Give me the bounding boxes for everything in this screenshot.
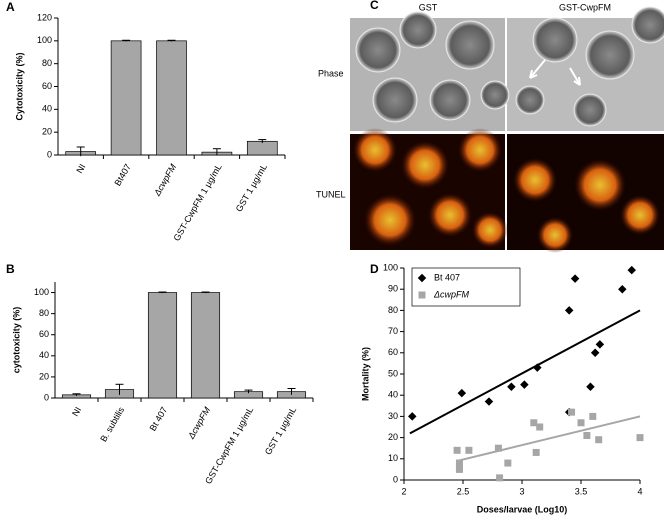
- y-tick-label: 20: [42, 127, 52, 137]
- bar: [147, 292, 178, 399]
- y-tick-label: 30: [388, 411, 398, 421]
- micrographs: [350, 6, 664, 253]
- panel-label: C: [370, 0, 379, 12]
- point: [590, 348, 600, 358]
- panel-label: D: [370, 262, 379, 276]
- y-tick-label: 70: [388, 326, 398, 336]
- legend-label: Bt 407: [434, 272, 460, 282]
- column-title: GST-CwpFM: [559, 2, 611, 12]
- column-title: GST: [419, 2, 438, 12]
- point: [457, 388, 467, 398]
- y-tick-label: 100: [383, 262, 398, 272]
- y-tick-label: 80: [39, 308, 49, 318]
- point: [455, 465, 463, 473]
- point: [564, 306, 574, 315]
- y-tick-label: 120: [37, 12, 52, 22]
- x-tick-label: GST-CwpFM 1 µg/mL: [171, 162, 223, 243]
- bar: [156, 40, 187, 156]
- y-tick-label: 50: [388, 368, 398, 378]
- y-tick-label: 10: [388, 453, 398, 463]
- x-tick-label: GST 1 µg/mL: [263, 405, 298, 456]
- point: [494, 444, 502, 452]
- y-tick-label: 100: [37, 35, 52, 45]
- point: [465, 446, 473, 454]
- y-tick-label: 40: [388, 390, 398, 400]
- y-tick-label: 60: [42, 81, 52, 91]
- point: [530, 419, 538, 427]
- x-tick-label: ΔcwpFM: [186, 405, 213, 442]
- point: [496, 474, 504, 482]
- y-tick-label: 40: [42, 104, 52, 114]
- point: [595, 436, 603, 444]
- panel-label: B: [6, 262, 15, 276]
- y-tick-label: 0: [393, 474, 398, 484]
- legend-box: [411, 267, 521, 307]
- x-tick-label: NI: [70, 405, 83, 418]
- point: [455, 459, 463, 467]
- x-tick-label: 2: [401, 486, 406, 496]
- legend-label: ΔcwpFM: [433, 289, 470, 299]
- point: [570, 274, 580, 283]
- trend-line: [456, 415, 641, 462]
- y-tick-label: 80: [388, 305, 398, 315]
- y-tick-label: 0: [44, 392, 49, 402]
- point: [520, 380, 529, 389]
- y-axis-label: Mortality (%): [360, 347, 370, 401]
- point: [453, 446, 461, 454]
- row-title: Phase: [318, 68, 344, 78]
- x-tick-label: B. subtilis: [98, 405, 126, 444]
- y-tick-label: 0: [47, 149, 52, 159]
- point: [583, 431, 591, 439]
- point: [533, 363, 542, 372]
- y-tick-label: 60: [39, 329, 49, 339]
- point: [536, 423, 544, 431]
- x-tick-label: 4: [637, 486, 642, 496]
- x-tick-label: Bt 407: [148, 405, 170, 433]
- y-tick-label: 100: [34, 287, 49, 297]
- y-axis-label: Cytotoxicity (%): [14, 52, 24, 120]
- point: [568, 408, 576, 416]
- row-title: TUNEL: [316, 189, 346, 199]
- panel-label: A: [6, 0, 15, 14]
- trend-line: [409, 309, 641, 435]
- point: [589, 412, 597, 420]
- y-axis-label: cytotoxicity (%): [11, 307, 21, 374]
- point: [595, 340, 605, 349]
- y-tick-label: 20: [388, 432, 398, 442]
- y-tick-label: 20: [39, 371, 49, 381]
- point: [507, 382, 516, 391]
- x-tick-label: GST-CwpFM 1 µg/mL: [203, 405, 255, 486]
- bar: [110, 40, 142, 156]
- point: [504, 459, 512, 467]
- bar: [190, 292, 221, 399]
- bar: [246, 140, 278, 156]
- x-tick-label: GST 1 µg/mL: [234, 162, 269, 213]
- y-tick-label: 80: [42, 58, 52, 68]
- x-tick-label: NI: [74, 162, 87, 175]
- legend-marker: [417, 273, 427, 283]
- x-tick-label: ΔcwpFM: [152, 162, 179, 199]
- point: [636, 434, 644, 442]
- y-tick-label: 60: [388, 347, 398, 357]
- x-tick-label: 3: [519, 486, 524, 496]
- x-tick-label: 2.5: [457, 486, 470, 496]
- point: [408, 412, 417, 421]
- x-axis-label: Doses/larvae (Log10): [477, 504, 568, 514]
- point: [627, 265, 636, 275]
- y-tick-label: 40: [39, 350, 49, 360]
- legend-marker: [418, 291, 426, 299]
- x-tick-label: 3.5: [575, 486, 588, 496]
- point: [586, 382, 595, 391]
- point: [618, 284, 627, 294]
- y-tick-label: 90: [388, 284, 398, 294]
- point: [577, 419, 585, 427]
- point: [484, 397, 494, 406]
- point: [532, 448, 540, 456]
- x-tick-label: Bt407: [112, 162, 132, 187]
